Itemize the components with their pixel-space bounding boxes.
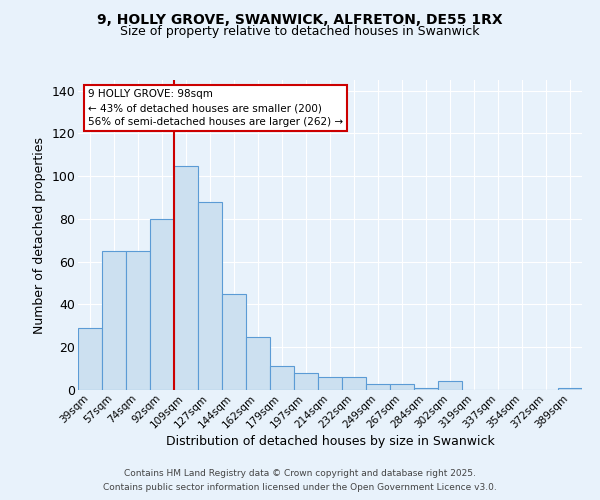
Bar xyxy=(414,388,438,390)
Bar xyxy=(438,382,462,390)
Bar xyxy=(246,336,270,390)
Y-axis label: Number of detached properties: Number of detached properties xyxy=(33,136,46,334)
Bar xyxy=(342,377,366,390)
Text: 9 HOLLY GROVE: 98sqm
← 43% of detached houses are smaller (200)
56% of semi-deta: 9 HOLLY GROVE: 98sqm ← 43% of detached h… xyxy=(88,90,343,128)
Bar xyxy=(102,251,126,390)
Bar xyxy=(174,166,198,390)
Bar xyxy=(318,377,342,390)
Text: Contains HM Land Registry data © Crown copyright and database right 2025.: Contains HM Land Registry data © Crown c… xyxy=(124,468,476,477)
Bar xyxy=(150,219,174,390)
Text: Contains public sector information licensed under the Open Government Licence v3: Contains public sector information licen… xyxy=(103,484,497,492)
X-axis label: Distribution of detached houses by size in Swanwick: Distribution of detached houses by size … xyxy=(166,435,494,448)
Bar xyxy=(198,202,222,390)
Bar xyxy=(270,366,294,390)
Bar xyxy=(126,251,150,390)
Bar xyxy=(222,294,246,390)
Bar xyxy=(366,384,390,390)
Bar xyxy=(390,384,414,390)
Bar xyxy=(558,388,582,390)
Text: 9, HOLLY GROVE, SWANWICK, ALFRETON, DE55 1RX: 9, HOLLY GROVE, SWANWICK, ALFRETON, DE55… xyxy=(97,12,503,26)
Bar xyxy=(294,373,318,390)
Text: Size of property relative to detached houses in Swanwick: Size of property relative to detached ho… xyxy=(120,25,480,38)
Bar xyxy=(78,328,102,390)
